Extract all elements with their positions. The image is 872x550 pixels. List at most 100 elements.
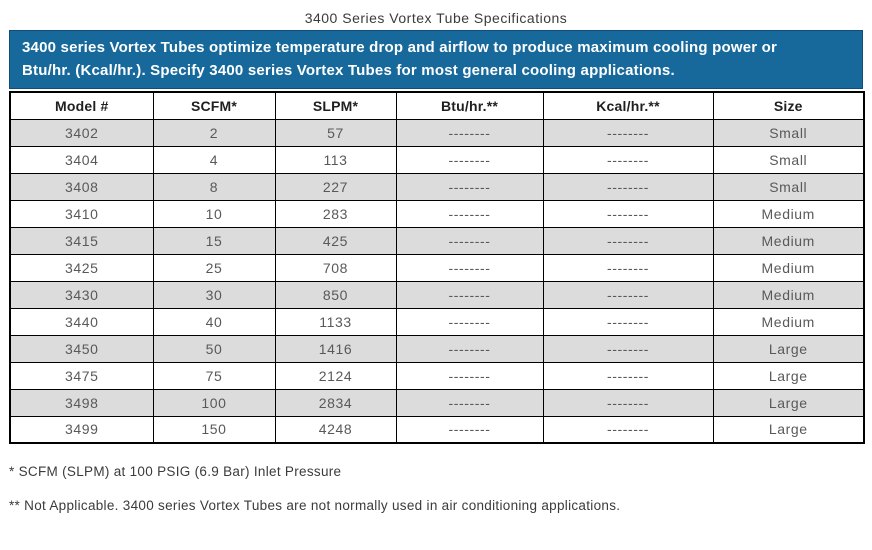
- cell-kcal: --------: [542, 199, 714, 228]
- cell-scfm: 25: [152, 253, 276, 282]
- cell-kcal: --------: [542, 172, 714, 201]
- cell-btu: --------: [395, 118, 544, 147]
- table-row: 3499 150 4248 -------- -------- Large: [9, 415, 865, 444]
- cell-kcal: --------: [542, 145, 714, 174]
- cell-slpm: 2834: [274, 388, 397, 417]
- cell-size: Small: [712, 145, 865, 174]
- cell-kcal: --------: [542, 118, 714, 147]
- cell-scfm: 150: [152, 415, 276, 444]
- cell-kcal: --------: [542, 253, 714, 282]
- cell-btu: --------: [395, 361, 544, 390]
- cell-slpm: 227: [274, 172, 397, 201]
- cell-btu: --------: [395, 145, 544, 174]
- cell-scfm: 50: [152, 334, 276, 363]
- cell-size: Medium: [712, 199, 865, 228]
- cell-scfm: 8: [152, 172, 276, 201]
- cell-btu: --------: [395, 307, 544, 336]
- table-row: 3440 40 1133 -------- -------- Medium: [9, 307, 865, 336]
- table-row: 3498 100 2834 -------- -------- Large: [9, 388, 865, 417]
- cell-size: Medium: [712, 280, 865, 309]
- spec-table-header: Model # SCFM* SLPM* Btu/hr.** Kcal/hr.**…: [9, 91, 865, 120]
- cell-kcal: --------: [542, 280, 714, 309]
- cell-kcal: --------: [542, 361, 714, 390]
- cell-kcal: --------: [542, 388, 714, 417]
- table-row: 3408 8 227 -------- -------- Small: [9, 172, 865, 201]
- table-row: 3450 50 1416 -------- -------- Large: [9, 334, 865, 363]
- cell-slpm: 113: [274, 145, 397, 174]
- table-row: 3404 4 113 -------- -------- Small: [9, 145, 865, 174]
- cell-model: 3415: [9, 226, 154, 255]
- table-row: 3425 25 708 -------- -------- Medium: [9, 253, 865, 282]
- intro-banner: 3400 series Vortex Tubes optimize temper…: [9, 30, 863, 89]
- cell-scfm: 10: [152, 199, 276, 228]
- cell-model: 3404: [9, 145, 154, 174]
- cell-model: 3450: [9, 334, 154, 363]
- cell-model: 3440: [9, 307, 154, 336]
- column-header-size: Size: [712, 91, 865, 120]
- cell-model: 3425: [9, 253, 154, 282]
- table-row: 3402 2 57 -------- -------- Small: [9, 118, 865, 147]
- cell-kcal: --------: [542, 334, 714, 363]
- cell-model: 3410: [9, 199, 154, 228]
- footnotes: * SCFM (SLPM) at 100 PSIG (6.9 Bar) Inle…: [9, 459, 872, 518]
- column-header-kcal: Kcal/hr.**: [542, 91, 714, 120]
- cell-size: Large: [712, 415, 865, 444]
- cell-btu: --------: [395, 388, 544, 417]
- cell-scfm: 30: [152, 280, 276, 309]
- cell-model: 3430: [9, 280, 154, 309]
- cell-slpm: 283: [274, 199, 397, 228]
- column-header-slpm: SLPM*: [274, 91, 397, 120]
- cell-btu: --------: [395, 226, 544, 255]
- column-header-btu: Btu/hr.**: [395, 91, 544, 120]
- cell-btu: --------: [395, 253, 544, 282]
- footnote-scfm: * SCFM (SLPM) at 100 PSIG (6.9 Bar) Inle…: [9, 464, 342, 479]
- cell-kcal: --------: [542, 415, 714, 444]
- cell-btu: --------: [395, 199, 544, 228]
- cell-size: Large: [712, 388, 865, 417]
- cell-size: Small: [712, 172, 865, 201]
- table-row: 3415 15 425 -------- -------- Medium: [9, 226, 865, 255]
- cell-size: Medium: [712, 253, 865, 282]
- cell-btu: --------: [395, 280, 544, 309]
- cell-scfm: 2: [152, 118, 276, 147]
- cell-slpm: 4248: [274, 415, 397, 444]
- cell-model: 3499: [9, 415, 154, 444]
- cell-slpm: 1416: [274, 334, 397, 363]
- table-row: 3410 10 283 -------- -------- Medium: [9, 199, 865, 228]
- spec-table: Model # SCFM* SLPM* Btu/hr.** Kcal/hr.**…: [9, 91, 865, 444]
- table-row: 3430 30 850 -------- -------- Medium: [9, 280, 865, 309]
- cell-scfm: 40: [152, 307, 276, 336]
- cell-model: 3475: [9, 361, 154, 390]
- page-title: 3400 Series Vortex Tube Specifications: [304, 10, 568, 26]
- cell-scfm: 15: [152, 226, 276, 255]
- cell-size: Medium: [712, 307, 865, 336]
- cell-size: Large: [712, 334, 865, 363]
- table-row: 3475 75 2124 -------- -------- Large: [9, 361, 865, 390]
- cell-size: Large: [712, 361, 865, 390]
- cell-slpm: 2124: [274, 361, 397, 390]
- cell-btu: --------: [395, 172, 544, 201]
- cell-model: 3498: [9, 388, 154, 417]
- cell-kcal: --------: [542, 226, 714, 255]
- intro-banner-line-1: 3400 series Vortex Tubes optimize temper…: [22, 39, 778, 56]
- cell-slpm: 1133: [274, 307, 397, 336]
- cell-scfm: 100: [152, 388, 276, 417]
- cell-size: Medium: [712, 226, 865, 255]
- column-header-scfm: SCFM*: [152, 91, 276, 120]
- cell-scfm: 75: [152, 361, 276, 390]
- cell-model: 3402: [9, 118, 154, 147]
- cell-slpm: 708: [274, 253, 397, 282]
- cell-scfm: 4: [152, 145, 276, 174]
- footnote-not-applicable: ** Not Applicable. 3400 series Vortex Tu…: [9, 498, 621, 513]
- cell-btu: --------: [395, 334, 544, 363]
- cell-kcal: --------: [542, 307, 714, 336]
- column-header-model: Model #: [9, 91, 154, 120]
- intro-banner-line-2: Btu/hr. (Kcal/hr.). Specify 3400 series …: [22, 62, 675, 79]
- cell-slpm: 850: [274, 280, 397, 309]
- cell-model: 3408: [9, 172, 154, 201]
- cell-size: Small: [712, 118, 865, 147]
- cell-btu: --------: [395, 415, 544, 444]
- header-row: Model # SCFM* SLPM* Btu/hr.** Kcal/hr.**…: [9, 91, 865, 120]
- cell-slpm: 425: [274, 226, 397, 255]
